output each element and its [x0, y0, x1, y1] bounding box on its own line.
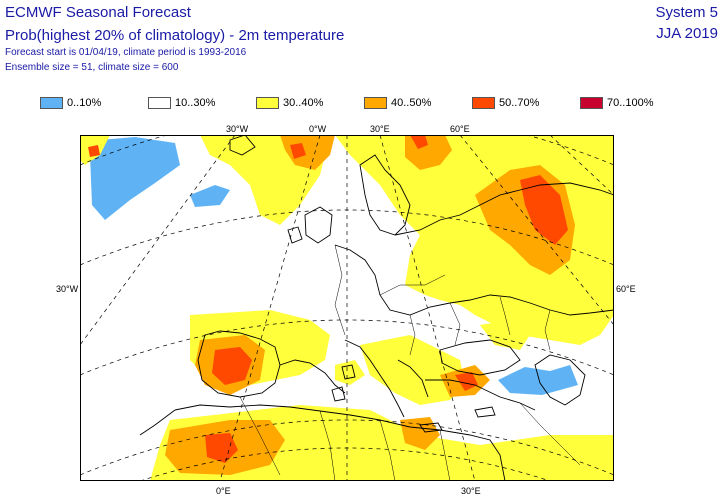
axis-label-left-30w: 30°W: [56, 284, 79, 294]
axis-label-bottom-30e: 30°E: [461, 486, 481, 496]
page-title: ECMWF Seasonal Forecast: [5, 4, 191, 21]
legend-swatch-10-30: [148, 97, 171, 109]
legend-label-0-10: 0..10%: [67, 97, 102, 109]
legend-label-40-50: 40..50%: [391, 97, 432, 109]
axis-label-right-60e: 60°E: [616, 284, 636, 294]
legend-swatch-30-40: [256, 97, 279, 109]
legend-label-10-30: 10..30%: [175, 97, 216, 109]
axis-label-top-0w: 0°W: [309, 124, 327, 134]
axis-label-top-60e: 60°E: [450, 124, 470, 134]
coastlines: [139, 135, 614, 481]
system-label: System 5: [655, 4, 718, 21]
legend-label-50-70: 50..70%: [499, 97, 540, 109]
axis-label-top-30e: 30°E: [370, 124, 390, 134]
legend-label-70-100: 70..100%: [607, 97, 654, 109]
legend-swatch-0-10: [40, 97, 63, 109]
season-label: JJA 2019: [656, 25, 718, 42]
country-borders: [239, 244, 581, 481]
forecast-map: [80, 135, 614, 481]
ensemble-info: Ensemble size = 51, climate size = 600: [5, 62, 179, 73]
page-subtitle: Prob(highest 20% of climatology) - 2m te…: [5, 27, 345, 44]
shading-50-70: [88, 135, 568, 463]
legend-swatch-70-100: [580, 97, 603, 109]
legend-swatch-40-50: [364, 97, 387, 109]
map-canvas: [80, 135, 614, 481]
legend-swatch-50-70: [472, 97, 495, 109]
map-frame: [80, 135, 614, 481]
axis-label-top-30w: 30°W: [226, 124, 249, 134]
forecast-info: Forecast start is 01/04/19, climate peri…: [5, 47, 247, 58]
axis-label-bottom-0e: 0°E: [216, 486, 231, 496]
legend: 0..10% 10..30% 30..40% 40..50% 50..70% 7…: [40, 95, 680, 111]
legend-label-30-40: 30..40%: [283, 97, 324, 109]
shading-0-10: [90, 135, 578, 395]
